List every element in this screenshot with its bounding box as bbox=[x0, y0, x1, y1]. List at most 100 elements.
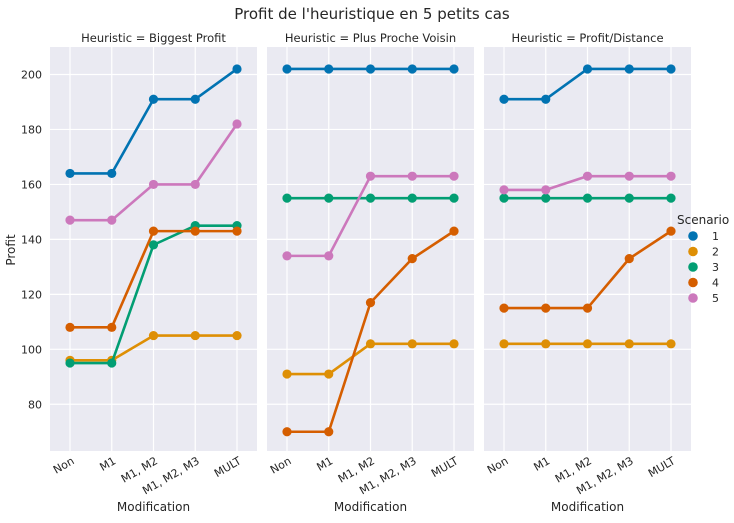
x-tick-label: MULT bbox=[646, 454, 678, 480]
data-point bbox=[324, 64, 334, 74]
x-axis-label: Modification bbox=[334, 500, 407, 514]
legend-label: 1 bbox=[712, 230, 719, 243]
x-tick-label: MULT bbox=[212, 454, 244, 480]
data-point bbox=[190, 179, 200, 190]
legend-marker bbox=[688, 277, 698, 288]
data-point bbox=[107, 215, 117, 225]
x-tick-label: Non bbox=[51, 454, 77, 476]
data-point bbox=[190, 94, 200, 104]
data-point bbox=[190, 330, 200, 341]
data-point bbox=[624, 339, 634, 349]
y-tick-label: 180 bbox=[21, 123, 42, 136]
data-point bbox=[365, 64, 376, 74]
data-point bbox=[624, 171, 634, 181]
data-point bbox=[65, 322, 75, 332]
data-point bbox=[666, 171, 676, 181]
data-point bbox=[499, 303, 509, 313]
data-point bbox=[541, 339, 551, 349]
x-tick-label: Non bbox=[485, 454, 511, 476]
data-point bbox=[282, 193, 292, 203]
data-point bbox=[624, 64, 634, 74]
data-point bbox=[449, 193, 459, 203]
data-point bbox=[365, 193, 376, 203]
legend-label: 2 bbox=[712, 246, 719, 259]
x-tick-label: MULT bbox=[429, 454, 461, 480]
y-tick-label: 140 bbox=[21, 233, 42, 246]
data-point bbox=[148, 330, 159, 341]
x-tick-label: M1 bbox=[97, 454, 118, 474]
data-point bbox=[324, 193, 334, 203]
data-point bbox=[666, 226, 676, 236]
data-point bbox=[624, 193, 634, 203]
legend-marker bbox=[688, 293, 698, 303]
chart-title: Profit de l'heuristique en 5 petits cas bbox=[234, 5, 510, 23]
y-tick-label: 200 bbox=[21, 68, 42, 81]
y-tick-label: 160 bbox=[21, 178, 42, 191]
facet-title: Heuristic = Plus Proche Voisin bbox=[285, 31, 456, 45]
legend-label: 5 bbox=[712, 292, 719, 305]
data-point bbox=[449, 339, 459, 349]
data-point bbox=[449, 226, 459, 236]
data-point bbox=[499, 94, 509, 104]
data-point bbox=[365, 171, 376, 181]
facet-title: Heuristic = Profit/Distance bbox=[511, 31, 663, 45]
data-point bbox=[666, 339, 676, 349]
data-point bbox=[499, 193, 509, 203]
data-point bbox=[582, 64, 593, 74]
data-point bbox=[107, 168, 117, 179]
facet-title: Heuristic = Biggest Profit bbox=[81, 31, 226, 45]
data-point bbox=[324, 369, 334, 379]
data-point bbox=[449, 64, 459, 74]
data-point bbox=[407, 64, 417, 74]
x-axis-label: Modification bbox=[551, 500, 624, 514]
data-point bbox=[107, 358, 117, 368]
legend-marker bbox=[688, 262, 698, 272]
data-point bbox=[324, 251, 334, 261]
data-point bbox=[365, 297, 376, 308]
facet-panel: Heuristic = Biggest Profit 80 100 120 140 160… bbox=[21, 31, 257, 514]
data-point bbox=[148, 240, 159, 250]
legend-title: Scenario bbox=[677, 213, 729, 227]
legend: Scenario 1 2 3 4 5 bbox=[677, 213, 729, 305]
data-point bbox=[541, 185, 551, 195]
y-tick-label: 100 bbox=[21, 343, 42, 356]
data-point bbox=[499, 185, 509, 195]
data-point bbox=[582, 303, 593, 313]
data-point bbox=[449, 171, 459, 181]
data-point bbox=[365, 339, 376, 349]
data-point bbox=[282, 251, 292, 261]
x-tick-label: M1 bbox=[531, 454, 552, 474]
data-point bbox=[582, 339, 593, 349]
y-tick-label: 120 bbox=[21, 288, 42, 301]
data-point bbox=[282, 427, 292, 437]
data-point bbox=[232, 330, 242, 341]
legend-marker bbox=[688, 246, 698, 257]
data-point bbox=[232, 119, 242, 129]
data-point bbox=[541, 193, 551, 203]
data-point bbox=[582, 193, 593, 203]
data-point bbox=[407, 254, 417, 264]
data-point bbox=[65, 168, 75, 179]
data-point bbox=[107, 322, 117, 332]
data-point bbox=[541, 303, 551, 313]
data-point bbox=[282, 369, 292, 379]
data-point bbox=[232, 64, 242, 74]
data-point bbox=[666, 193, 676, 203]
x-axis-label: Modification bbox=[117, 500, 190, 514]
data-point bbox=[65, 358, 75, 368]
data-point bbox=[65, 215, 75, 225]
data-point bbox=[666, 64, 676, 74]
data-point bbox=[232, 226, 242, 236]
data-point bbox=[148, 226, 159, 236]
data-point bbox=[499, 339, 509, 349]
data-point bbox=[148, 179, 159, 190]
data-point bbox=[148, 94, 159, 104]
data-point bbox=[282, 64, 292, 74]
data-point bbox=[624, 254, 634, 264]
facet-panels: Heuristic = Biggest Profit 80 100 120 140 160… bbox=[21, 31, 691, 514]
data-point bbox=[190, 226, 200, 236]
